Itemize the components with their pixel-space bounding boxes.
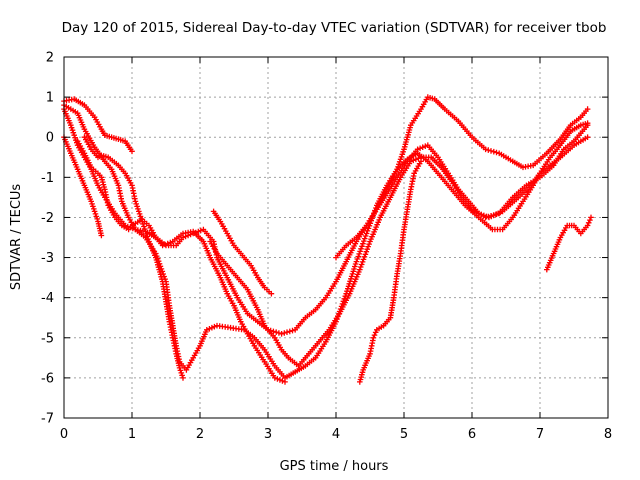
x-tick-label: 5: [400, 427, 408, 442]
y-tick-label: -7: [41, 412, 54, 427]
series-markers: [207, 122, 591, 369]
series-track-g: [210, 208, 275, 297]
y-tick-label: -2: [41, 211, 54, 226]
y-tick-label: 0: [46, 131, 54, 146]
x-tick-label: 2: [196, 427, 204, 442]
y-axis-label: SDTVAR / TECUs: [9, 184, 24, 291]
y-tick-label: -6: [41, 371, 54, 386]
x-tick-label: 6: [468, 427, 476, 442]
series-markers: [357, 158, 424, 385]
series-markers: [333, 120, 591, 261]
chart-title: Day 120 of 2015, Sidereal Day-to-day VTE…: [62, 20, 607, 36]
x-axis-label: GPS time / hours: [280, 459, 389, 474]
series-track-k: [544, 214, 594, 273]
series-track-f: [81, 134, 186, 381]
series-track-h: [207, 122, 591, 369]
series-markers: [81, 134, 186, 381]
y-tick-label: -3: [41, 251, 54, 266]
series-markers: [210, 208, 275, 297]
x-tick-label: 7: [536, 427, 544, 442]
x-tick-label: 0: [60, 427, 68, 442]
y-tick-label: 1: [46, 91, 54, 106]
y-tick-label: 2: [46, 51, 54, 66]
series-track-i: [333, 120, 591, 261]
y-tick-label: -4: [41, 291, 54, 306]
x-tick-label: 1: [128, 427, 136, 442]
tick-layer: 0 1 2 3 4 5 6 7 8 -7 -6 -5 -4 -3 -2 -1 0 1 2: [41, 51, 612, 443]
series-track-j: [357, 158, 424, 385]
series-markers: [544, 214, 594, 273]
y-tick-label: -1: [41, 171, 54, 186]
x-tick-label: 8: [604, 427, 612, 442]
y-tick-label: -5: [41, 331, 54, 346]
x-tick-label: 3: [264, 427, 272, 442]
x-tick-label: 4: [332, 427, 340, 442]
